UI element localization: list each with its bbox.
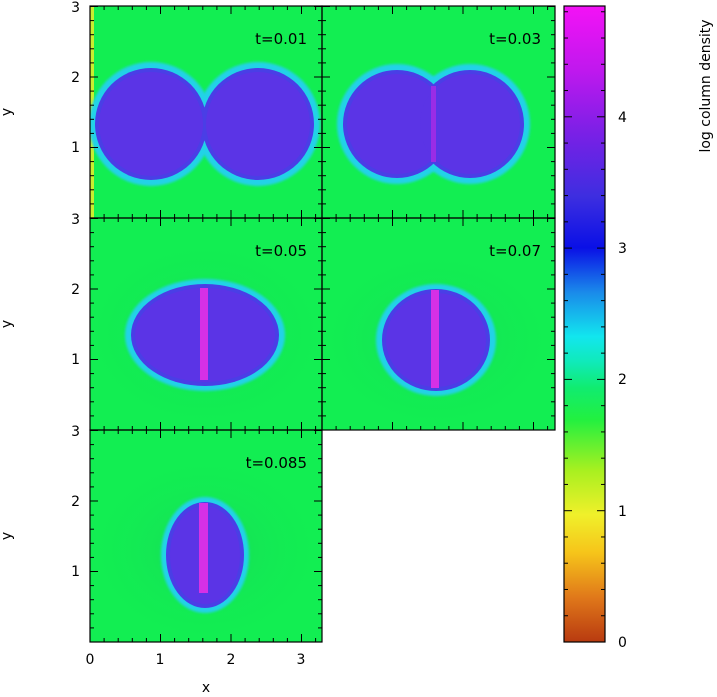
panel-4-density [322,245,555,430]
y-tick-label: 3 [71,212,80,228]
y-tick-label: 2 [71,70,80,86]
panel-time-label: t=0.085 [246,454,307,472]
y-axis-label: y [0,532,15,540]
panel-frames [89,5,556,643]
colorbar [564,6,605,642]
colorbar-tick-label: 2 [618,372,627,388]
colorbar-ticks [564,11,605,643]
panel-2-density [337,64,530,184]
x-tick-label: 0 [86,652,95,668]
x-axis-label: x [202,680,210,696]
panel-time-label: t=0.05 [255,242,307,260]
x-tick-label: 1 [156,652,165,668]
colorbar-tick-labels: 0 1 2 3 4 [618,110,627,651]
axis-ticks [89,6,555,643]
colorbar-tick-label: 0 [618,635,627,651]
panel-time-label: t=0.03 [489,30,541,48]
x-tick-labels: 0 1 2 3 [86,652,306,668]
y-tick-label: 1 [71,564,80,580]
colorbar-label: log column density [698,19,714,152]
y-tick-label: 2 [71,282,80,298]
y-tick-label: 2 [71,494,80,510]
y-tick-label: 1 [71,352,80,368]
panel-3-density [90,234,322,430]
panel-5-density [90,450,322,642]
colorbar-tick-label: 1 [618,504,627,520]
y-tick-label: 1 [71,140,80,156]
y-axis-label: y [0,320,15,328]
x-tick-label: 3 [297,652,306,668]
panel-time-label: t=0.07 [489,242,541,260]
x-tick-label: 2 [227,652,236,668]
panel-time-label: t=0.01 [255,30,307,48]
y-tick-label: 3 [71,424,80,440]
colorbar-tick-label: 4 [618,110,627,126]
y-tick-labels: 3 2 1 3 2 1 3 2 1 [71,0,80,580]
colorbar-tick-label: 3 [618,241,627,257]
y-axis-label: y [0,108,15,116]
y-tick-label: 3 [71,0,80,16]
colorbar-frame [563,5,606,643]
panel-1-density [90,62,320,186]
